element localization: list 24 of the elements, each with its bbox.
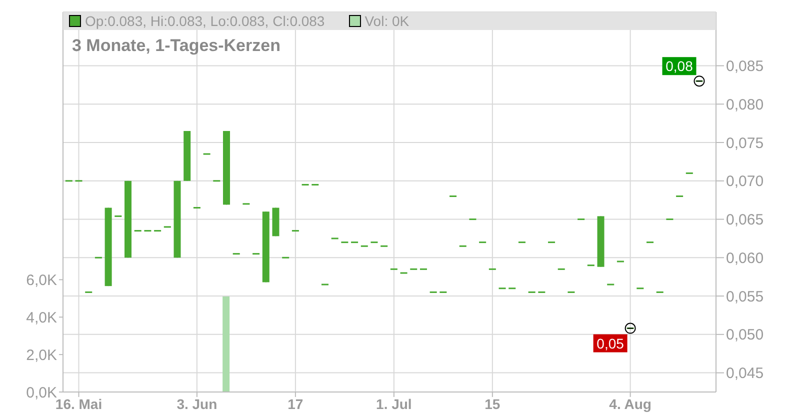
x-tick-label: 1. Jul [376,396,412,412]
annotation: 0,05 [596,335,624,352]
x-tick-label: 16. Mai [55,396,102,412]
y-tick-label: 0,055 [726,288,764,306]
y-tick-label: 0,085 [726,58,764,76]
y2-tick-label: 6,0K [26,272,57,290]
y-tick-label: 0,060 [726,250,764,267]
y-tick-label: 0,050 [726,326,764,344]
y2-tick-label: 2,0K [26,346,57,364]
text: 3 Monate, 1-Tages-Kerzen [72,36,280,56]
x-tick-label: 4. Aug [609,396,652,412]
annotation: 0,08 [666,58,694,74]
y-tick-label: 0,075 [726,134,764,152]
x-tick-label: 3. Jun [176,396,218,412]
legend-label: Vol: 0K [364,13,410,29]
x-tick-label: 17 [288,396,304,412]
legend-label: Op:0.083, Hi:0.083, Lo:0.083, Cl:0.083 [84,13,325,29]
y2-tick-label: 4,0K [26,309,57,326]
x-tick-label: 15 [484,396,500,412]
y-tick-label: 0,045 [726,365,764,382]
y2-tick-label: 0,0K [26,384,57,402]
y-tick-label: 0,080 [726,96,764,114]
y-tick-label: 0,065 [726,212,764,229]
y-tick-label: 0,070 [726,173,764,190]
